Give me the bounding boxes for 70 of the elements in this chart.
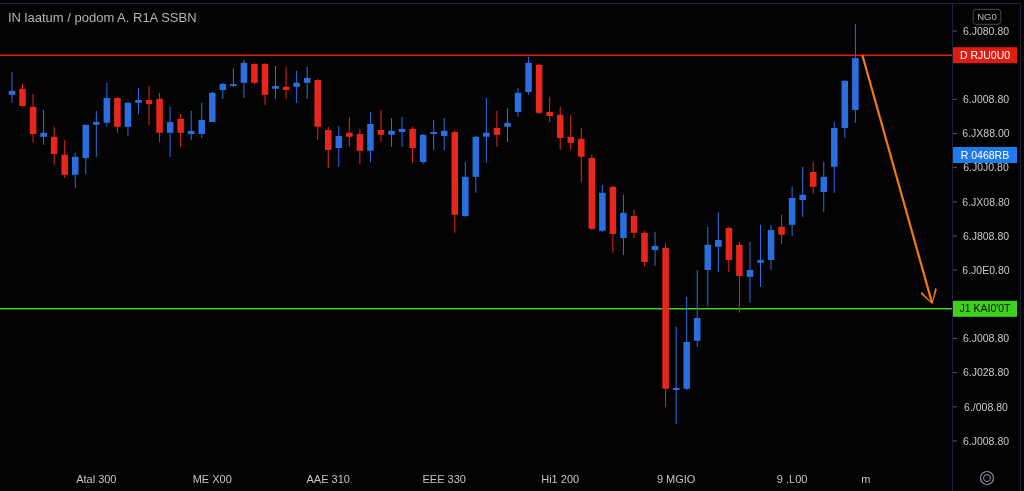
ref-line-label: J1 KAI0'0T bbox=[959, 302, 1012, 315]
candlestick bbox=[504, 107, 511, 143]
candlestick bbox=[820, 161, 828, 213]
candlestick bbox=[135, 87, 142, 115]
ref-line-label: D RJU0U0 bbox=[959, 48, 1011, 61]
candlestick bbox=[672, 326, 680, 425]
candlestick bbox=[198, 102, 206, 139]
candlestick bbox=[746, 241, 754, 304]
text: 6.J028.80 bbox=[962, 366, 1010, 379]
x-tick-label: EEE 330 bbox=[422, 473, 466, 485]
candlestick bbox=[335, 125, 343, 168]
candlestick bbox=[556, 106, 564, 151]
x-tick-label: 9 .L00 bbox=[776, 473, 808, 485]
text: 6.J808.80 bbox=[962, 229, 1010, 242]
candlestick bbox=[251, 62, 258, 85]
candlestick bbox=[356, 128, 364, 165]
text: 6./008.80 bbox=[964, 400, 1009, 413]
candlestick bbox=[240, 59, 248, 99]
candlestick bbox=[567, 114, 574, 151]
candlestick bbox=[19, 83, 26, 108]
candlestick bbox=[715, 211, 722, 273]
candlestick bbox=[630, 209, 638, 239]
candlestick bbox=[71, 152, 79, 189]
candlestick bbox=[124, 101, 132, 137]
candlestick bbox=[40, 109, 47, 146]
candlestick bbox=[50, 126, 58, 166]
candlestick bbox=[651, 231, 659, 267]
x-tick-label: m bbox=[861, 473, 871, 485]
text: 6.J0E0.80 bbox=[962, 263, 1010, 276]
x-tick-label: Atal 300 bbox=[76, 473, 117, 485]
text: 6.J008.80 bbox=[962, 93, 1010, 106]
chart-title: IN laatum / podom A. R1A SSBN bbox=[8, 10, 197, 25]
candlestick bbox=[303, 66, 311, 100]
candlestick bbox=[809, 161, 817, 195]
candlestick bbox=[514, 87, 522, 118]
x-tick-label: AAE 310 bbox=[306, 473, 350, 485]
text: 6.J008.80 bbox=[962, 332, 1010, 345]
candlestick bbox=[346, 116, 353, 148]
candlestick bbox=[272, 65, 279, 100]
candlestick bbox=[799, 166, 806, 218]
candlestick bbox=[483, 97, 490, 164]
candlestick bbox=[61, 139, 68, 179]
candlestick bbox=[409, 126, 416, 164]
x-tick-label: ME X00 bbox=[192, 473, 232, 485]
text: 6.J080.80 bbox=[962, 24, 1010, 37]
candlestick bbox=[578, 127, 585, 183]
text: R 0468RB bbox=[960, 148, 1010, 161]
x-tick-label: 9 MGIO bbox=[656, 473, 696, 485]
candlestick bbox=[757, 224, 764, 288]
candlestick bbox=[293, 70, 300, 104]
candlestick bbox=[430, 119, 437, 151]
candlestick bbox=[493, 110, 501, 148]
candlestick bbox=[324, 126, 332, 169]
candlestick bbox=[546, 96, 553, 123]
candlestick bbox=[377, 109, 385, 143]
x-tick-label: Hi1 200 bbox=[541, 473, 580, 485]
text: 6.JX88.00 bbox=[962, 127, 1010, 140]
candlestick bbox=[8, 71, 16, 104]
candlestick bbox=[230, 67, 237, 88]
candlestick bbox=[166, 106, 174, 158]
text: 6.J008.80 bbox=[962, 434, 1010, 447]
y-axis-title: NG0 bbox=[977, 11, 997, 23]
candlestick bbox=[93, 110, 100, 158]
text: 6.JX08.80 bbox=[962, 195, 1010, 208]
candlestick bbox=[693, 269, 701, 348]
candlestick bbox=[778, 214, 785, 245]
candlestick bbox=[388, 117, 395, 148]
text: 6.J0J0.80 bbox=[963, 161, 1009, 174]
candlestick bbox=[145, 85, 153, 126]
candlestick bbox=[177, 113, 184, 148]
